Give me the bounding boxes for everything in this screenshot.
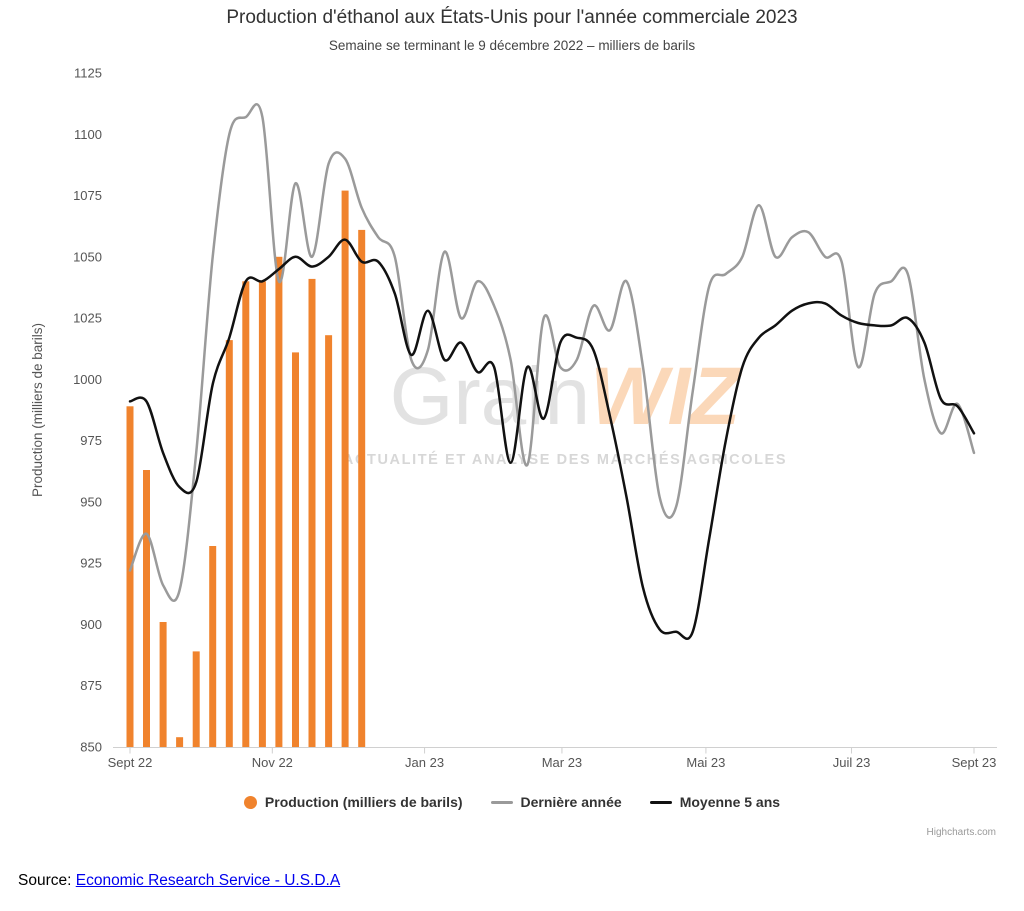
y-tick-label: 1000 — [73, 372, 102, 387]
avg-5yr-line[interactable] — [128, 238, 976, 640]
y-tick-label: 1125 — [74, 66, 102, 81]
production-bar[interactable] — [308, 278, 316, 747]
production-bar[interactable] — [192, 651, 200, 747]
legend-item-production[interactable]: Production (milliers de barils) — [243, 794, 463, 810]
production-bar[interactable] — [258, 281, 266, 747]
legend-item-5yr-average[interactable]: Moyenne 5 ans — [649, 794, 781, 810]
legend-item-last-year[interactable]: Dernière année — [490, 794, 622, 810]
y-tick-label: 1100 — [74, 127, 102, 142]
y-tick-label: 975 — [80, 433, 102, 448]
production-marker-icon — [243, 795, 257, 809]
legend: Production (milliers de barils) Dernière… — [0, 794, 1024, 810]
x-tick-label: Nov 22 — [252, 755, 293, 770]
x-tick-label: Jan 23 — [405, 755, 444, 770]
legend-label-5yr-average: Moyenne 5 ans — [679, 794, 781, 810]
production-bar[interactable] — [275, 256, 283, 747]
plot-area[interactable]: 850 875 900 925 950 975 1000 1025 1050 1075 1100 11… — [0, 0, 1024, 790]
production-bar[interactable] — [126, 406, 134, 747]
production-bar[interactable] — [209, 546, 217, 747]
y-tick-label: 900 — [80, 617, 102, 632]
ethanol-production-chart: GrainWIZ ACTUALITÉ ET ANALYSE DES MARCHÉ… — [0, 0, 1024, 838]
y-axis-title: Production (milliers de barils) — [30, 323, 45, 497]
last-year-line[interactable] — [128, 103, 976, 602]
y-tick-label: 1075 — [73, 188, 102, 203]
production-bar[interactable] — [159, 622, 167, 747]
production-bar[interactable] — [143, 470, 150, 747]
x-tick-label: Juil 23 — [833, 755, 871, 770]
y-tick-label: 925 — [80, 556, 102, 571]
last-year-line-icon — [490, 800, 513, 804]
production-bar[interactable] — [292, 352, 299, 747]
avg-5yr-line-icon — [649, 800, 672, 804]
production-bar[interactable] — [225, 340, 233, 747]
x-tick-label: Mai 23 — [686, 755, 725, 770]
chart-title: Production d'éthanol aux États-Unis pour… — [226, 7, 798, 28]
y-tick-label: 1050 — [73, 249, 102, 264]
legend-label-last-year: Dernière année — [520, 794, 622, 810]
y-tick-label: 850 — [80, 740, 102, 755]
production-bar[interactable] — [358, 229, 366, 747]
x-tick-label: Sept 23 — [952, 755, 997, 770]
y-tick-label: 1025 — [73, 311, 102, 326]
y-tick-label: 875 — [80, 678, 102, 693]
legend-label-production: Production (milliers de barils) — [264, 794, 463, 810]
source-prefix: Source: — [18, 872, 76, 889]
highcharts-credits-link[interactable]: Highcharts.com — [926, 827, 996, 838]
production-bar[interactable] — [325, 335, 333, 747]
y-tick-label: 950 — [80, 494, 102, 509]
chart-subtitle: Semaine se terminant le 9 décembre 2022 … — [328, 38, 696, 53]
source-link[interactable]: Economic Research Service - U.S.D.A — [75, 872, 341, 889]
x-tick-label: Mar 23 — [542, 755, 582, 770]
production-bar[interactable] — [242, 281, 250, 747]
production-bar[interactable] — [341, 190, 349, 748]
source-line: Source: Economic Research Service - U.S.… — [18, 872, 340, 890]
production-bar[interactable] — [176, 737, 184, 747]
x-tick-label: Sept 22 — [108, 755, 153, 770]
